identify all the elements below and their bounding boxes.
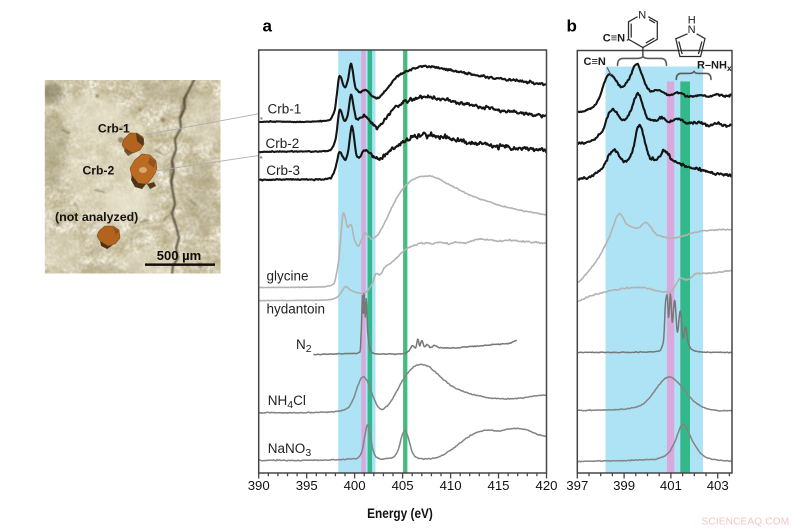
svg-text:H: H	[688, 15, 696, 27]
svg-text:400: 400	[344, 478, 366, 493]
svg-text:b: b	[567, 17, 577, 36]
svg-text:Crb-1: Crb-1	[98, 122, 130, 136]
svg-text:405: 405	[392, 478, 414, 493]
svg-text:Crb-2: Crb-2	[83, 163, 115, 177]
svg-text:Crb-2: Crb-2	[266, 136, 300, 151]
svg-text:Crb-3: Crb-3	[266, 163, 300, 178]
svg-text:SCIENCEAQ.COM: SCIENCEAQ.COM	[702, 517, 790, 528]
svg-text:N: N	[638, 10, 646, 22]
svg-text:397: 397	[566, 478, 588, 493]
svg-text:R–NHx: R–NHx	[697, 60, 732, 74]
svg-text:399: 399	[613, 478, 635, 493]
svg-text:500 µm: 500 µm	[157, 248, 201, 263]
svg-text:hydantoin: hydantoin	[267, 301, 326, 316]
svg-text:Energy (eV): Energy (eV)	[367, 505, 433, 521]
svg-text:NaNO3: NaNO3	[268, 441, 312, 459]
svg-text:401: 401	[660, 478, 682, 493]
svg-text:390: 390	[248, 478, 270, 493]
svg-text:glycine: glycine	[267, 269, 309, 284]
svg-text:403: 403	[707, 478, 729, 493]
svg-text:C≡N: C≡N	[603, 33, 625, 45]
svg-text:(not analyzed): (not analyzed)	[55, 210, 138, 224]
svg-text:415: 415	[487, 478, 509, 493]
svg-text:a: a	[263, 17, 273, 36]
svg-text:395: 395	[296, 478, 318, 493]
svg-text:N: N	[688, 24, 696, 36]
svg-text:420: 420	[535, 478, 557, 493]
svg-text:C≡N: C≡N	[584, 56, 606, 68]
svg-text:NH4Cl: NH4Cl	[268, 393, 306, 411]
svg-text:410: 410	[440, 478, 462, 493]
svg-text:Crb-1: Crb-1	[268, 102, 302, 117]
